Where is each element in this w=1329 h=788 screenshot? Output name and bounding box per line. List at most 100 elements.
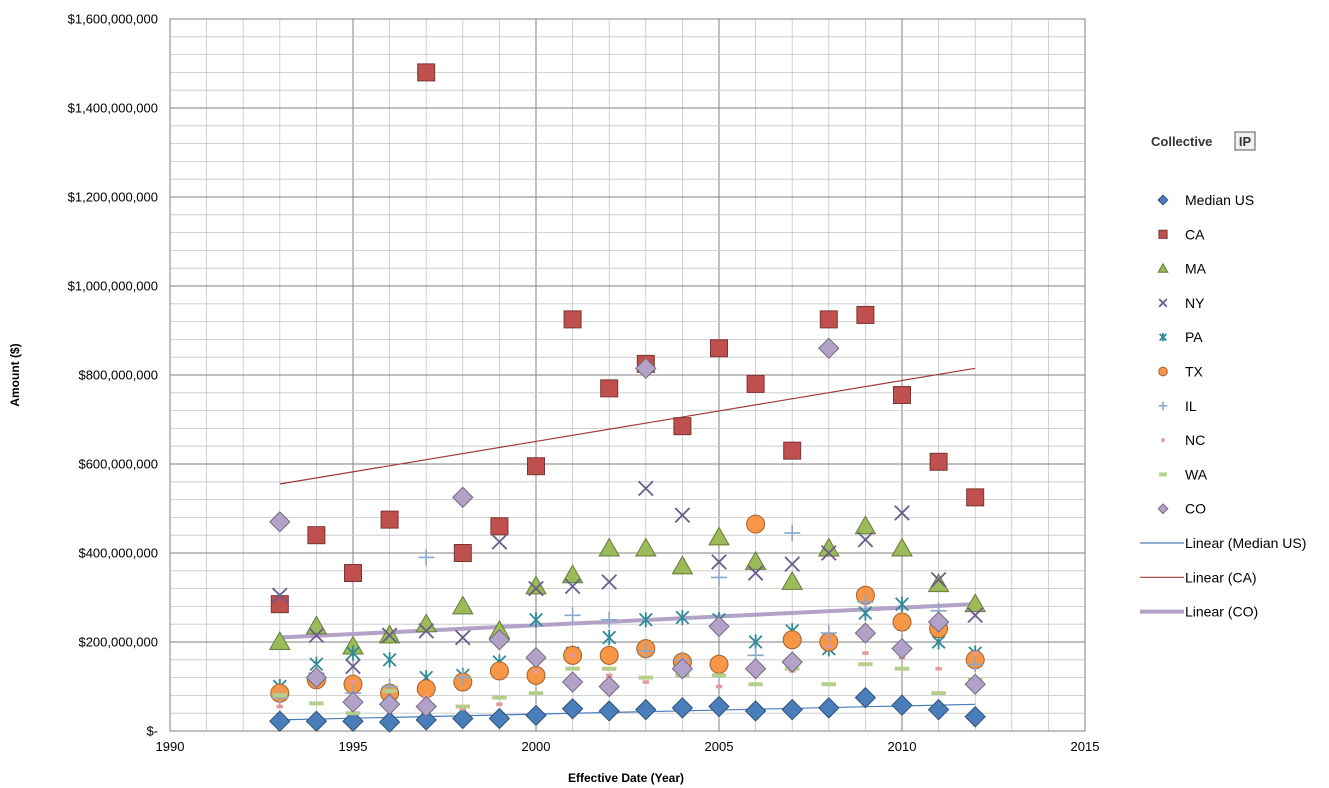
legend-marker-il xyxy=(1158,401,1168,411)
series-ca xyxy=(270,63,985,614)
data-point-median-us xyxy=(818,697,840,719)
data-point-median-us xyxy=(854,686,877,709)
data-point-il xyxy=(454,669,471,686)
x-tick-label: 2005 xyxy=(705,739,734,754)
legend-item-linear-ca: Linear (CA) xyxy=(1140,569,1257,585)
data-point-wa xyxy=(711,673,727,678)
legend-label: CA xyxy=(1185,226,1205,242)
y-tick-label: $- xyxy=(146,724,158,739)
legend-label: TX xyxy=(1185,364,1204,380)
legend-label: IL xyxy=(1185,398,1197,414)
y-tick-label: $200,000,000 xyxy=(78,635,158,650)
data-point-ma xyxy=(305,615,328,635)
legend-item-co: CO xyxy=(1157,501,1206,517)
data-point-il xyxy=(857,593,874,611)
data-point-ca xyxy=(746,374,765,393)
y-tick-label: $1,200,000,000 xyxy=(68,190,158,205)
data-point-ma xyxy=(964,593,987,613)
data-point-ma xyxy=(708,526,730,546)
data-point-pa xyxy=(895,596,909,612)
data-point-pa xyxy=(638,612,653,628)
data-point-ca xyxy=(344,564,362,583)
data-point-nc xyxy=(606,673,613,678)
data-point-tx xyxy=(892,612,912,632)
data-point-wa xyxy=(492,695,507,700)
legend-marker-ny xyxy=(1158,298,1168,308)
data-point-ca xyxy=(673,417,692,436)
legend-item-ma: MA xyxy=(1157,261,1207,277)
data-point-wa xyxy=(638,675,653,680)
data-point-median-us xyxy=(927,698,950,721)
data-point-ny xyxy=(491,534,508,550)
x-tick-label: 2000 xyxy=(522,739,551,754)
legend-label: NC xyxy=(1185,432,1205,448)
data-point-ca xyxy=(893,386,911,405)
legend-label: PA xyxy=(1185,329,1203,345)
data-point-tx xyxy=(746,514,766,534)
legend-item-linear-median-us: Linear (Median US) xyxy=(1140,535,1306,551)
data-point-wa xyxy=(748,682,763,687)
data-point-co xyxy=(854,622,877,644)
data-point-ny xyxy=(271,587,288,604)
data-point-ny xyxy=(345,658,361,675)
data-point-ny xyxy=(528,580,544,597)
data-point-wa xyxy=(565,666,580,671)
data-point-ma xyxy=(415,613,438,633)
legend-marker-tx xyxy=(1158,366,1168,377)
data-point-ny xyxy=(637,480,654,497)
series-il xyxy=(271,524,984,706)
data-point-pa xyxy=(529,612,543,628)
data-point-ny xyxy=(601,574,618,590)
data-point-tx xyxy=(416,679,436,699)
data-point-nc xyxy=(715,684,723,689)
legend-item-tx: TX xyxy=(1158,364,1204,380)
data-point-il xyxy=(710,569,728,586)
data-point-tx xyxy=(599,645,619,665)
data-point-ma xyxy=(927,573,950,593)
data-point-co xyxy=(927,611,950,633)
data-point-wa xyxy=(528,691,544,696)
trendline-linear-median-us xyxy=(279,703,976,721)
legend-item-ny: NY xyxy=(1158,295,1205,311)
legend-marker-ma xyxy=(1157,262,1169,273)
legend-marker-wa xyxy=(1159,472,1167,477)
x-tick-label: 1995 xyxy=(339,739,368,754)
data-point-co xyxy=(781,651,803,673)
data-point-median-us xyxy=(891,694,913,716)
collective-ip-logo: Collective IP xyxy=(1151,131,1256,151)
plot-area xyxy=(169,18,1086,732)
data-point-ca xyxy=(783,441,802,460)
legend-item-il: IL xyxy=(1158,398,1197,414)
data-point-ny xyxy=(381,627,398,644)
data-point-ny xyxy=(967,607,984,624)
data-point-wa xyxy=(858,662,873,667)
data-point-co xyxy=(452,486,474,509)
x-axis-title: Effective Date (Year) xyxy=(568,771,684,785)
data-point-ny xyxy=(820,545,837,561)
data-point-co xyxy=(818,337,840,360)
legend-label: MA xyxy=(1185,261,1207,277)
data-point-ma xyxy=(268,630,291,650)
data-point-ny xyxy=(747,565,764,581)
data-point-ny xyxy=(418,623,435,639)
data-point-wa xyxy=(602,666,617,671)
gridlines xyxy=(169,18,1086,732)
data-point-pa xyxy=(675,609,690,626)
data-point-ca xyxy=(307,526,326,545)
series-median-us xyxy=(269,686,986,733)
data-point-ny xyxy=(857,531,874,548)
legend-item-nc: NC xyxy=(1161,432,1205,448)
y-tick-label: $600,000,000 xyxy=(78,457,158,472)
data-point-median-us xyxy=(525,704,547,727)
data-point-median-us xyxy=(488,707,511,730)
data-point-median-us xyxy=(378,711,401,733)
data-point-tx xyxy=(526,665,546,685)
legend-label: NY xyxy=(1185,295,1205,311)
data-point-co xyxy=(269,511,291,533)
data-point-wa xyxy=(345,711,361,716)
series-co xyxy=(269,337,986,718)
data-point-ny xyxy=(674,507,691,524)
data-point-wa xyxy=(931,691,946,696)
data-point-ny xyxy=(711,554,727,570)
data-point-ca xyxy=(929,452,948,471)
